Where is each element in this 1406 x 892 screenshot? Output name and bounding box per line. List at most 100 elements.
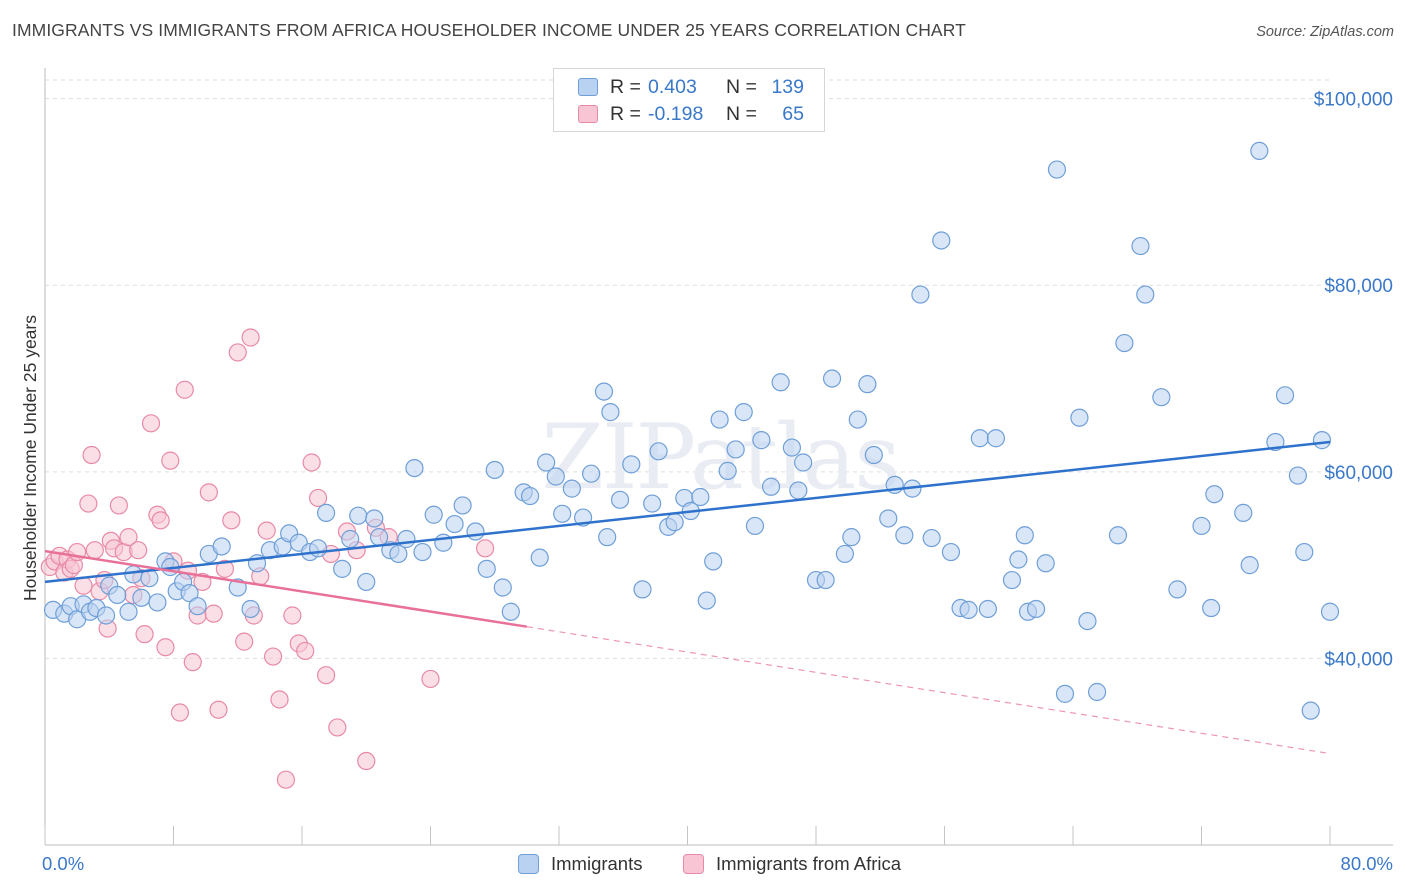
trend-line-africa-extended — [526, 626, 1331, 755]
legend-r-label: R = — [610, 75, 641, 98]
data-point — [476, 539, 495, 558]
data-point — [308, 488, 328, 508]
data-point — [341, 529, 360, 549]
data-point — [537, 453, 556, 472]
data-point — [1168, 580, 1187, 599]
data-point — [879, 509, 898, 528]
data-point — [665, 513, 684, 532]
data-point — [1108, 526, 1128, 545]
data-point — [257, 521, 276, 540]
data-point — [598, 528, 617, 547]
data-point — [895, 526, 914, 545]
data-point — [119, 602, 138, 621]
legend-swatch-pink — [578, 105, 598, 123]
data-point — [349, 506, 368, 525]
y-tick-label: $80,000 — [1324, 276, 1393, 297]
data-point — [1015, 526, 1034, 545]
data-point — [421, 669, 440, 689]
data-point — [156, 638, 175, 657]
data-point — [215, 559, 234, 578]
legend-n-label: N = — [726, 75, 757, 98]
bottom-legend-immigrants[interactable]: Immigrants — [518, 852, 643, 876]
data-point — [235, 632, 254, 651]
data-point — [858, 375, 877, 394]
bottom-legend-africa[interactable]: Immigrants from Africa — [683, 852, 901, 876]
y-tick-label: $40,000 — [1324, 649, 1393, 670]
data-point — [1047, 160, 1067, 179]
data-point — [864, 445, 883, 465]
data-point — [1295, 542, 1314, 562]
data-point — [922, 528, 941, 548]
trend-line-immigrants — [44, 440, 1331, 584]
trend-lines — [44, 440, 1331, 755]
legend-r-label: R = — [610, 102, 641, 125]
data-point — [209, 700, 228, 719]
data-point — [1136, 285, 1155, 304]
y-tick-label: $100,000 — [1314, 90, 1393, 111]
legend-row-immigrants: R = 0.403 N = 139 — [578, 74, 804, 100]
data-point — [959, 600, 978, 620]
data-point — [1275, 386, 1295, 405]
data-point — [397, 529, 416, 549]
correlation-legend: R = 0.403 N = 139 R = -0.198 N = 65 — [553, 68, 825, 132]
data-point — [1087, 682, 1107, 702]
data-point — [357, 572, 376, 592]
data-point — [204, 604, 223, 623]
data-point — [752, 431, 771, 450]
data-point — [175, 380, 194, 399]
data-point — [283, 606, 302, 625]
data-point — [633, 580, 652, 599]
data-point — [1234, 503, 1253, 522]
data-point — [241, 599, 260, 619]
data-point — [135, 625, 154, 644]
data-point — [82, 445, 101, 465]
data-point — [1202, 598, 1221, 618]
data-point — [501, 602, 520, 621]
x-tick-label: 0.0% — [42, 853, 84, 874]
data-point — [1205, 485, 1224, 504]
data-point — [1320, 602, 1340, 621]
data-point — [308, 539, 328, 558]
data-point — [477, 559, 496, 578]
data-point — [761, 477, 781, 496]
data-point — [691, 487, 710, 507]
data-point — [405, 458, 424, 478]
data-point — [263, 647, 283, 666]
data-point — [302, 453, 321, 472]
data-point — [1131, 236, 1150, 256]
data-point — [151, 511, 170, 530]
source-label: Source: ZipAtlas.com — [1256, 24, 1394, 40]
data-point — [546, 467, 565, 486]
data-point — [594, 382, 614, 401]
data-point — [413, 542, 432, 562]
data-point — [316, 503, 336, 522]
data-point — [141, 414, 161, 433]
data-point — [161, 451, 180, 470]
data-point — [96, 606, 116, 625]
data-point — [562, 479, 581, 498]
legend-label-immigrants: Immigrants — [551, 853, 643, 874]
data-point — [1055, 684, 1075, 703]
data-point — [704, 552, 723, 571]
data-point — [710, 410, 729, 429]
data-point — [697, 591, 716, 610]
data-point — [1312, 431, 1332, 450]
data-point — [212, 537, 231, 556]
legend-n-value: 65 — [782, 102, 804, 125]
data-point — [986, 429, 1006, 448]
data-point — [365, 509, 384, 528]
data-point — [745, 516, 765, 536]
y-tick-labels: $40,000 $60,000 $80,000 $100,000 — [1314, 90, 1393, 671]
data-point — [970, 429, 989, 448]
data-point — [445, 514, 464, 534]
data-point — [1192, 516, 1211, 536]
data-point — [148, 593, 167, 612]
data-point — [978, 599, 997, 619]
data-point — [649, 442, 668, 461]
legend-n-label: N = — [726, 102, 757, 125]
data-point — [718, 461, 737, 480]
data-point — [932, 231, 951, 250]
data-point — [520, 486, 540, 506]
data-point — [1301, 701, 1320, 720]
data-point — [848, 410, 867, 429]
